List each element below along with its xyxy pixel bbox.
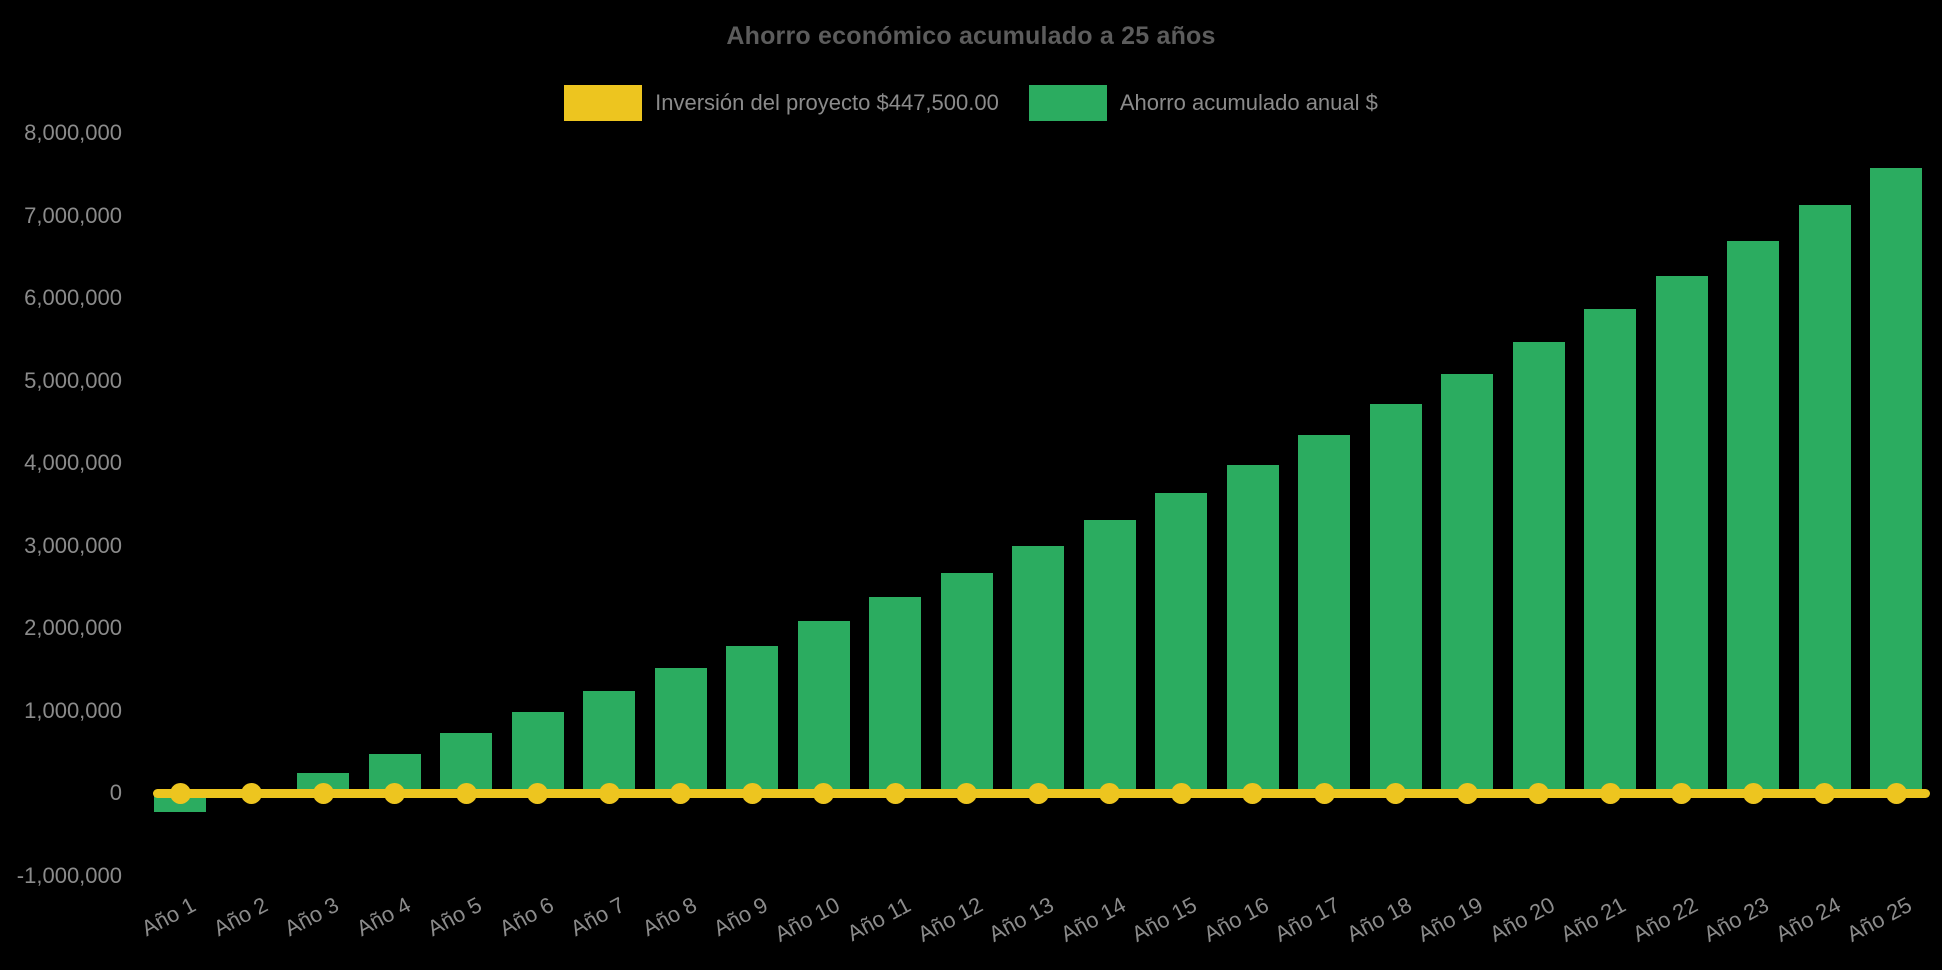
investment-line-point — [1885, 782, 1907, 804]
investment-line-point — [1099, 782, 1120, 804]
bar-año-23 — [1727, 241, 1779, 793]
investment-line-point — [813, 782, 834, 804]
legend-item-investment[interactable]: Inversión del proyecto $447,500.00 — [564, 85, 999, 121]
y-axis-label: 1,000,000 — [24, 697, 122, 723]
investment-line-point — [312, 782, 334, 804]
bar-año-19 — [1441, 373, 1493, 793]
investment-line-point — [384, 782, 405, 804]
bar-año-12 — [940, 572, 993, 793]
bar-año-16 — [1226, 464, 1279, 793]
investment-line-point — [1242, 782, 1263, 804]
bar-año-15 — [1155, 492, 1207, 793]
investment-line-point — [884, 782, 906, 804]
investment-line-point — [1027, 782, 1049, 804]
investment-line-point — [169, 782, 191, 804]
bar-año-17 — [1298, 434, 1350, 793]
bar-año-20 — [1512, 341, 1565, 793]
y-axis-label: 6,000,000 — [24, 285, 122, 310]
investment-line-point — [241, 782, 262, 804]
y-axis-label: 0 — [109, 780, 122, 805]
investment-line-point — [1528, 782, 1549, 804]
investment-line-point — [1456, 782, 1478, 804]
investment-line-point — [956, 782, 977, 804]
y-axis-label: 7,000,000 — [24, 202, 122, 228]
investment-line-point — [741, 782, 763, 804]
legend-item-savings[interactable]: Ahorro acumulado anual $ — [1028, 85, 1378, 121]
bar-año-21 — [1584, 308, 1636, 793]
investment-line-point — [1742, 782, 1764, 804]
y-axis-label: -1,000,000 — [16, 862, 122, 888]
investment-line-point — [1313, 782, 1335, 804]
investment-line-point — [1814, 782, 1835, 804]
bar-año-9 — [726, 646, 778, 793]
bar-año-24 — [1798, 204, 1851, 793]
bar-año-13 — [1012, 546, 1064, 793]
y-axis-label: 2,000,000 — [24, 615, 122, 640]
bar-año-6 — [511, 712, 564, 793]
bar-año-7 — [583, 690, 635, 793]
chart-title: Ahorro económico acumulado a 25 años — [726, 22, 1216, 50]
legend-color-swatch-savings — [1028, 85, 1107, 121]
bar-año-14 — [1083, 519, 1136, 793]
y-axis-label: 8,000,000 — [24, 120, 122, 145]
legend-label-savings: Ahorro acumulado anual $ — [1119, 90, 1378, 115]
investment-line-point — [1599, 782, 1621, 804]
bar-año-11 — [869, 597, 921, 793]
bar-año-8 — [654, 667, 707, 793]
legend-label-investment: Inversión del proyecto $447,500.00 — [655, 90, 999, 115]
bar-año-10 — [797, 621, 850, 793]
bar-año-25 — [1870, 167, 1922, 793]
y-axis-label: 5,000,000 — [24, 367, 122, 393]
investment-line-point — [1385, 782, 1406, 804]
investment-line-point — [1671, 782, 1692, 804]
investment-line-point — [455, 782, 477, 804]
investment-line-point — [670, 782, 691, 804]
legend-color-swatch-investment — [564, 85, 643, 121]
bar-año-22 — [1655, 275, 1708, 793]
investment-line-point — [527, 782, 548, 804]
investment-line-point — [598, 782, 620, 804]
y-axis-label: 4,000,000 — [24, 450, 122, 475]
investment-line-point — [1170, 782, 1192, 804]
bar-año-18 — [1369, 404, 1422, 793]
y-axis-label: 3,000,000 — [24, 532, 122, 558]
legend: Inversión del proyecto $447,500.00 Ahorro… — [0, 85, 1942, 121]
